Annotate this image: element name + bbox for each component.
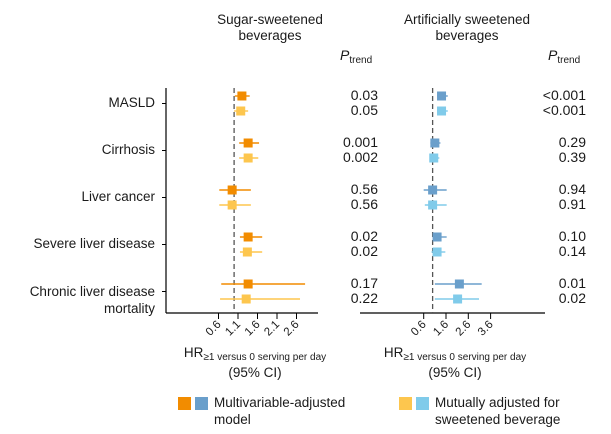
point-estimate	[437, 91, 447, 101]
legend-item-multivariable: Multivariable-adjusted model	[214, 394, 345, 428]
legend-label-line2: model	[214, 412, 251, 427]
xlabel-hr: HR	[183, 345, 204, 360]
legend-item-mutual: Mutually adjusted for sweetened beverage	[435, 394, 560, 428]
p-trend-value: 0.91	[558, 196, 586, 212]
point-estimate	[437, 106, 447, 116]
left-panel-title: Sugar-sweetened beverages	[200, 12, 340, 44]
ptrend-sub: trend	[557, 55, 581, 66]
point-estimate	[243, 232, 253, 242]
p-trend-value: 0.39	[558, 149, 586, 165]
xlabel-ci: (95% CI)	[428, 365, 482, 380]
point-estimate	[428, 200, 438, 210]
p-trend-value: 0.05	[350, 102, 378, 118]
point-estimate	[242, 247, 252, 257]
category-label-liver-cancer: Liver cancer	[81, 189, 155, 204]
ptrend-sub: trend	[349, 55, 373, 66]
p-trend-value: 0.10	[558, 228, 586, 244]
point-estimate	[236, 106, 246, 116]
category-label-chronic-liver-disease: Chronic liver disease	[29, 284, 155, 299]
category-label-severe-liver-disease: Severe liver disease	[33, 236, 155, 251]
p-trend-value: 0.001	[342, 134, 378, 150]
p-trend-value: <0.001	[542, 102, 586, 118]
legend-label-line1: Multivariable-adjusted	[214, 395, 346, 410]
p-trend-value: 0.02	[558, 290, 586, 306]
point-estimate	[227, 185, 237, 195]
legend-label-line2: sweetened beverage	[435, 412, 561, 427]
legend-swatch-ssb-mutual	[399, 397, 412, 410]
p-trend-value: 0.02	[350, 228, 378, 244]
p-trend-value: 0.56	[350, 196, 378, 212]
p-trend-value: 0.17	[350, 275, 378, 291]
p-trend-value: <0.001	[542, 87, 586, 103]
point-estimate	[237, 91, 247, 101]
xlabel-ci: (95% CI)	[228, 365, 282, 380]
legend-swatch-asb-multivariable	[195, 397, 208, 410]
ptrend-p: P	[548, 47, 558, 63]
right-title-line2: beverages	[435, 28, 499, 43]
point-estimate	[430, 138, 440, 148]
point-estimate	[453, 294, 463, 304]
p-trend-value: 0.002	[342, 149, 378, 165]
legend-swatch-asb-mutual	[416, 397, 429, 410]
point-estimate	[432, 232, 442, 242]
right-x-axis-label: HR≥1 versus 0 serving per day (95% CI)	[360, 345, 550, 380]
left-title-line1: Sugar-sweetened	[217, 12, 323, 27]
p-trend-value: 0.94	[558, 181, 586, 197]
right-panel-title: Artificially sweetened beverages	[392, 12, 542, 44]
point-estimate	[432, 247, 442, 257]
point-estimate	[243, 279, 253, 289]
point-estimate	[454, 279, 464, 289]
point-estimate	[241, 294, 251, 304]
legend-label-line1: Mutually adjusted for	[435, 395, 560, 410]
legend-swatch-ssb-multivariable	[178, 397, 191, 410]
p-trend-value: 0.02	[350, 243, 378, 259]
point-estimate	[428, 185, 438, 195]
point-estimate	[227, 200, 237, 210]
point-estimate	[243, 153, 253, 163]
right-title-line1: Artificially sweetened	[403, 12, 531, 27]
right-ptrend-header: Ptrend	[548, 47, 580, 66]
p-trend-value: 0.56	[350, 181, 378, 197]
point-estimate	[243, 138, 253, 148]
p-trend-value: 0.01	[558, 275, 586, 291]
category-label-cirrhosis: Cirrhosis	[101, 142, 155, 157]
left-title-line2: beverages	[238, 28, 302, 43]
ptrend-p: P	[340, 47, 350, 63]
point-estimate	[429, 153, 439, 163]
xlabel-sub: ≥1 versus 0 serving per day	[203, 352, 327, 363]
p-trend-value: 0.29	[558, 134, 586, 150]
p-trend-value: 0.22	[350, 290, 378, 306]
category-label-masld: MASLD	[108, 95, 155, 110]
category-label-mortality: mortality	[103, 301, 155, 316]
p-trend-value: 0.14	[558, 243, 586, 259]
left-ptrend-header: Ptrend	[340, 47, 372, 66]
xlabel-hr: HR	[383, 345, 404, 360]
xlabel-sub: ≥1 versus 0 serving per day	[403, 352, 527, 363]
p-trend-value: 0.03	[350, 87, 378, 103]
left-x-axis-label: HR≥1 versus 0 serving per day (95% CI)	[160, 345, 350, 380]
